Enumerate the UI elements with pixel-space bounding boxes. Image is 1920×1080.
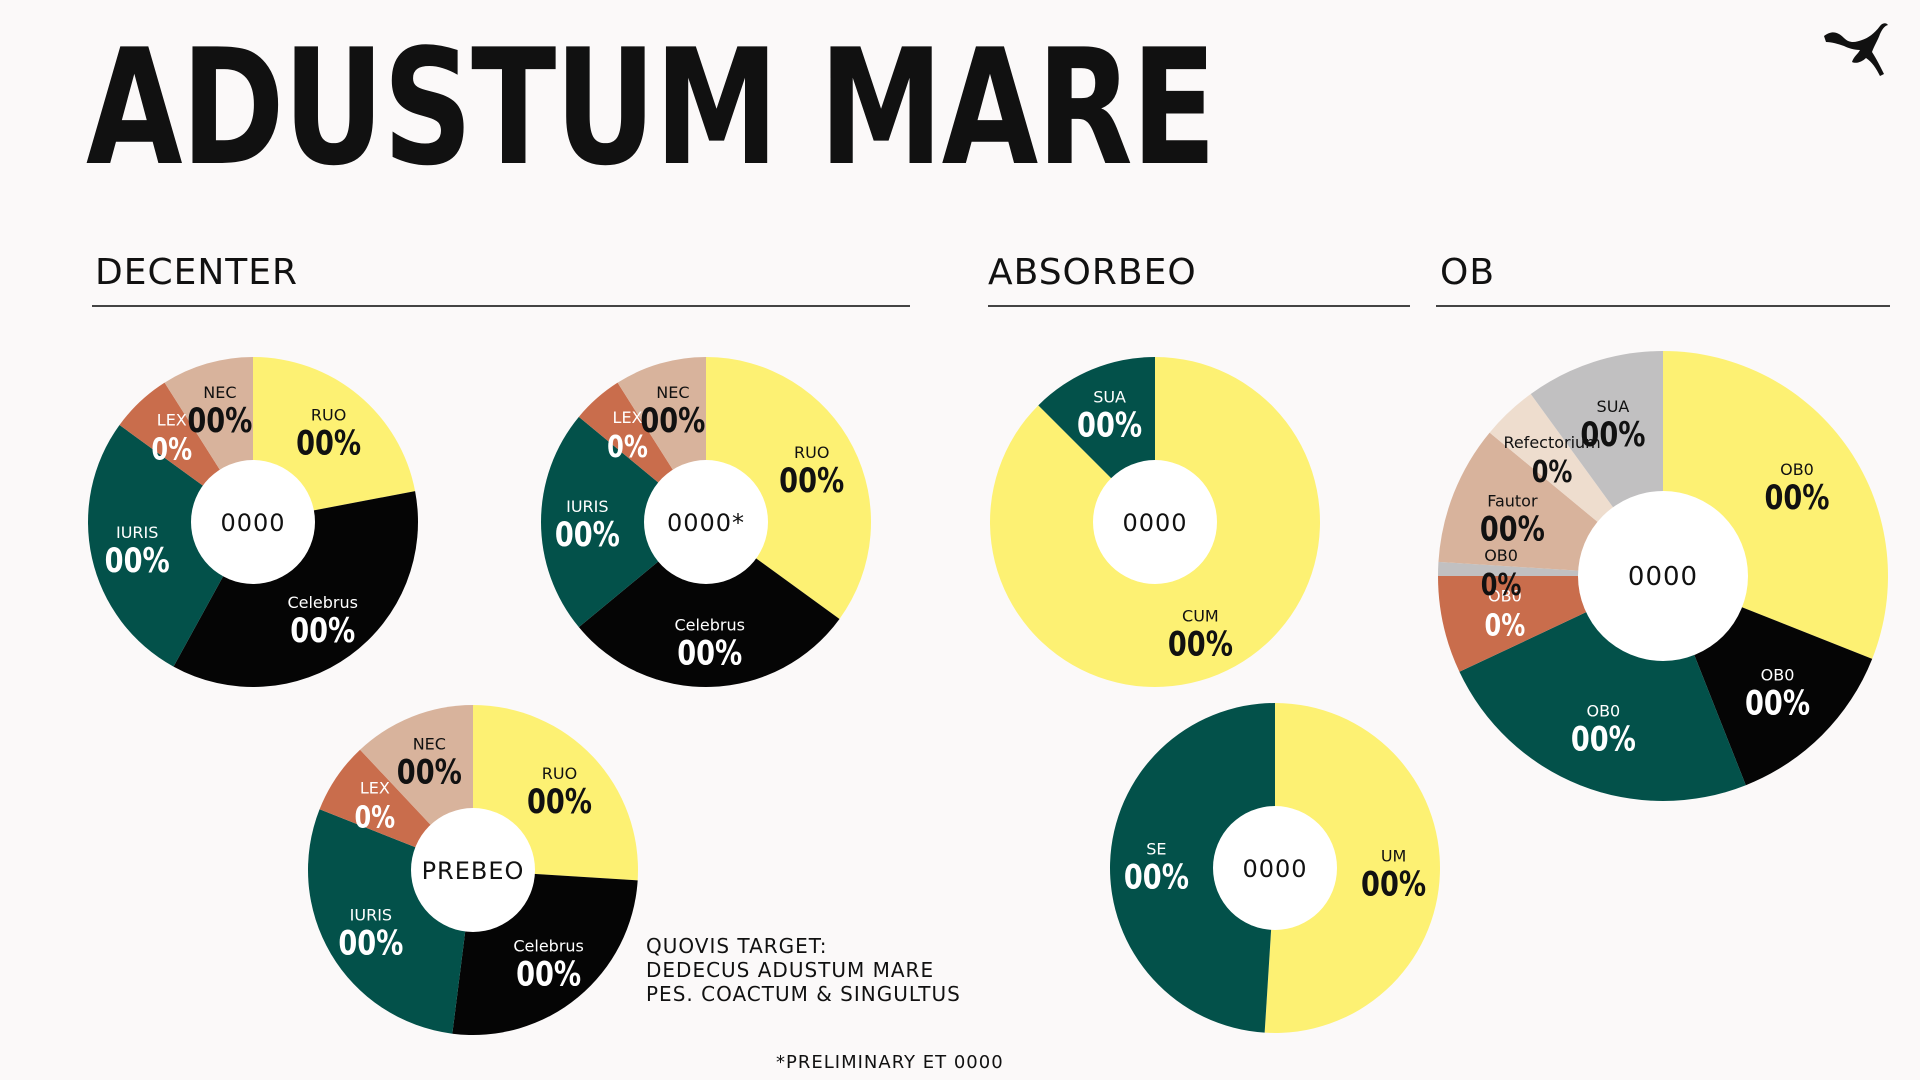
slice-name-label: NEC [203,383,236,402]
pie-slice [173,491,418,687]
slice-value-label: 00% [1077,405,1142,445]
slice-name-label: IURIS [350,905,392,924]
slice-value-label: 0% [151,433,192,467]
section-rule-decenter [92,305,910,307]
slice-name-label: Celebrus [513,936,584,955]
slice-value-label: 00% [1168,625,1233,665]
slice-value-label: 00% [527,782,592,822]
slice-value-label: 00% [296,424,361,464]
pie-slice [1264,703,1440,1033]
slice-name-label: LEX [157,411,187,430]
slice-value-label: 00% [1764,478,1829,518]
slice-value-label: 00% [677,634,742,674]
section-heading-ob: OB [1440,252,1496,293]
pie-slice [87,425,253,667]
pie-slice [540,416,706,628]
slice-value-label: 00% [338,923,403,963]
pie-slice [578,522,840,687]
slice-name-label: LEX [613,408,643,427]
slice-name-label: SUA [1597,397,1630,416]
donut-chart: PREBEORUO00%Celebrus00%IURIS00%LEX0%NEC0… [308,705,638,1035]
slice-name-label: NEC [413,735,446,754]
section-rule-absorbeo [988,305,1410,307]
slice-value-label: 00% [1580,415,1645,455]
pie-slice [1109,702,1275,1033]
donut-hole [644,460,768,584]
slice-value-label: 00% [516,955,581,995]
donut-hole [191,460,315,584]
slice-name-label: Fautor [1487,491,1538,510]
target-note-line: QUOVIS TARGET: [646,934,828,958]
slice-name-label: RUO [311,406,346,425]
target-note-line: DEDECUS ADUSTUM MARE [646,958,935,982]
slice-value-label: 0% [1485,609,1526,643]
preliminary-footnote: *PRELIMINARY ET 0000 [776,1052,1004,1073]
donut-hole [1213,806,1337,930]
section-heading-decenter: DECENTER [95,252,299,293]
section-rule-ob [1436,305,1890,307]
slice-name-label: OB0 [1780,460,1814,479]
target-note: QUOVIS TARGET: DEDECUS ADUSTUM MARE PES.… [646,934,961,1006]
slice-name-label: Refectorium [1503,433,1600,452]
slice-name-label: SUA [1093,387,1126,406]
slice-name-label: CUM [1182,607,1219,626]
pie-slice [706,357,871,619]
slice-name-label: Celebrus [287,593,358,612]
slice-name-label: NEC [656,383,689,402]
slice-value-label: 00% [290,611,355,651]
donut-center-label: PREBEO [422,857,525,885]
slice-value-label: 00% [779,461,844,501]
slice-name-label: OB0 [1484,546,1518,565]
slice-value-label: 0% [354,801,395,835]
donut-hole [1578,491,1748,661]
donut-chart: 0000OB000%OB000%OB000%OB00%OB00%Fautor00… [1438,351,1888,802]
slice-name-label: UM [1381,847,1407,866]
slice-value-label: 0% [607,430,648,464]
donut-center-label: 0000 [1628,562,1698,592]
slice-name-label: RUO [542,764,577,783]
slice-value-label: 00% [1571,720,1636,760]
donut-hole [411,808,535,932]
donut-hole [1093,460,1217,584]
slice-name-label: Celebrus [674,616,745,635]
target-note-line: PES. COACTUM & SINGULTUS [646,982,961,1006]
slice-name-label: IURIS [116,523,158,542]
slice-name-label: IURIS [566,497,608,516]
puma-logo-icon [1824,23,1888,76]
slice-value-label: 00% [105,541,170,581]
slice-value-label: 0% [1532,455,1573,489]
slice-name-label: LEX [360,778,390,797]
slice-name-label: RUO [794,443,829,462]
donut-center-label: 0000 [1242,855,1307,883]
slice-value-label: 0% [1481,568,1522,602]
slice-name-label: OB0 [1761,666,1795,685]
slice-value-label: 00% [187,401,252,441]
slice-value-label: 00% [397,753,462,793]
donut-center-label: 0000 [1122,509,1187,537]
slice-value-label: 00% [1745,684,1810,724]
slice-name-label: OB0 [1586,702,1620,721]
donut-chart: 0000*RUO00%Celebrus00%IURIS00%LEX0%NEC00… [540,357,871,687]
slice-value-label: 00% [640,401,705,441]
section-heading-absorbeo: ABSORBEO [988,252,1197,293]
slice-value-label: 00% [1480,509,1545,549]
slice-name-label: SE [1146,839,1166,858]
slice-name-label: OB0 [1488,586,1522,605]
donut-center-label: 0000 [220,509,285,537]
slice-value-label: 00% [555,515,620,555]
slice-value-label: 00% [1124,857,1189,897]
page-title: ADUSTUM MARE [86,14,1216,201]
slice-value-label: 00% [1361,865,1426,905]
donut-center-label: 0000* [667,509,745,537]
